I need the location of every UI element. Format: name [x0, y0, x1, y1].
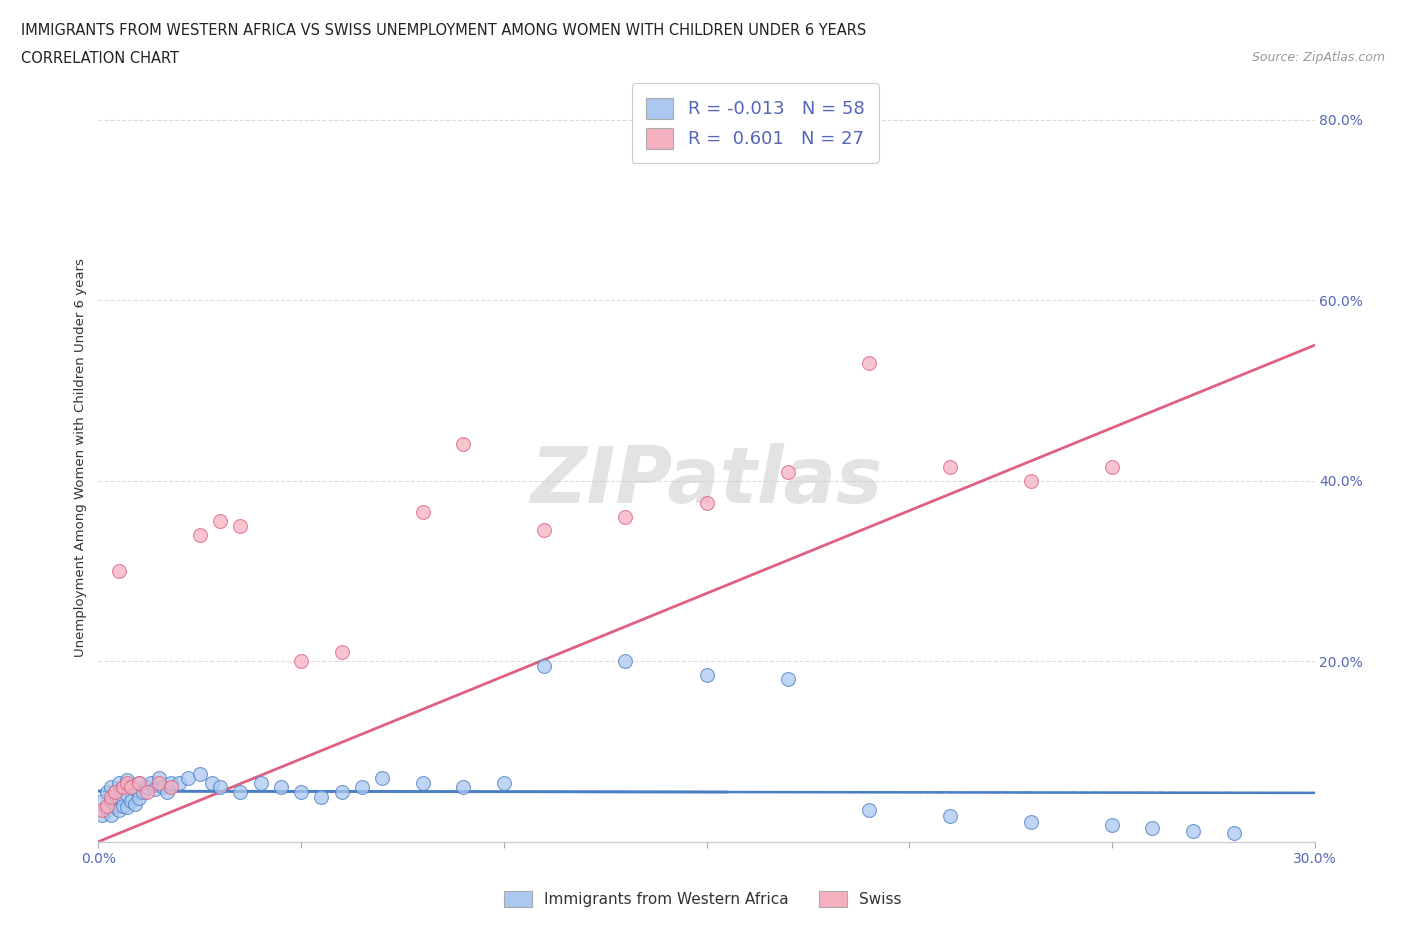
Point	[776, 464, 799, 479]
Point	[939, 459, 962, 474]
Point	[696, 496, 718, 511]
Point	[1101, 818, 1123, 833]
Point	[453, 437, 475, 452]
Point	[614, 654, 637, 669]
Point	[124, 782, 146, 797]
Point	[1101, 459, 1123, 474]
Point	[100, 789, 122, 804]
Point	[229, 518, 252, 533]
Point	[128, 776, 150, 790]
Point	[776, 671, 799, 686]
Point	[209, 513, 232, 528]
Point	[120, 778, 142, 793]
Point	[132, 785, 155, 800]
Point	[696, 667, 718, 682]
Point	[330, 785, 353, 800]
Point	[201, 776, 224, 790]
Point	[124, 796, 146, 811]
Point	[111, 780, 134, 795]
Point	[104, 785, 127, 800]
Point	[209, 780, 232, 795]
Text: Source: ZipAtlas.com: Source: ZipAtlas.com	[1251, 51, 1385, 64]
Point	[96, 798, 118, 813]
Point	[1019, 815, 1042, 830]
Point	[270, 780, 292, 795]
Point	[311, 789, 333, 804]
Point	[156, 785, 179, 800]
Point	[533, 658, 555, 673]
Point	[111, 798, 134, 813]
Text: CORRELATION CHART: CORRELATION CHART	[21, 51, 179, 66]
Point	[188, 527, 211, 542]
Point	[107, 803, 129, 817]
Point	[412, 776, 434, 790]
Legend: R = -0.013   N = 58, R =  0.601   N = 27: R = -0.013 N = 58, R = 0.601 N = 27	[631, 84, 879, 163]
Point	[115, 800, 138, 815]
Point	[128, 790, 150, 805]
Point	[100, 807, 122, 822]
Point	[169, 776, 191, 790]
Point	[107, 776, 129, 790]
Point	[100, 793, 122, 808]
Point	[107, 564, 129, 578]
Point	[120, 780, 142, 795]
Point	[143, 782, 166, 797]
Point	[148, 771, 170, 786]
Point	[111, 780, 134, 795]
Point	[115, 773, 138, 788]
Point	[188, 766, 211, 781]
Point	[100, 780, 122, 795]
Point	[152, 780, 174, 795]
Point	[107, 789, 129, 804]
Point	[96, 785, 118, 800]
Point	[148, 776, 170, 790]
Point	[1222, 825, 1244, 840]
Point	[858, 356, 880, 371]
Point	[1182, 823, 1205, 838]
Point	[1019, 473, 1042, 488]
Point	[939, 809, 962, 824]
Point	[453, 780, 475, 795]
Point	[104, 785, 127, 800]
Point	[139, 776, 162, 790]
Point	[290, 654, 312, 669]
Point	[614, 510, 637, 525]
Point	[96, 803, 118, 817]
Point	[350, 780, 373, 795]
Point	[120, 793, 142, 808]
Point	[104, 798, 127, 813]
Point	[115, 788, 138, 803]
Point	[330, 644, 353, 659]
Point	[249, 776, 271, 790]
Point	[858, 803, 880, 817]
Point	[91, 793, 114, 808]
Legend: Immigrants from Western Africa, Swiss: Immigrants from Western Africa, Swiss	[498, 884, 908, 913]
Point	[176, 771, 198, 786]
Point	[371, 771, 394, 786]
Point	[115, 776, 138, 790]
Point	[136, 780, 159, 795]
Point	[229, 785, 252, 800]
Point	[492, 776, 515, 790]
Point	[160, 780, 183, 795]
Point	[1142, 820, 1164, 835]
Point	[533, 523, 555, 538]
Point	[91, 807, 114, 822]
Point	[91, 803, 114, 817]
Y-axis label: Unemployment Among Women with Children Under 6 years: Unemployment Among Women with Children U…	[75, 259, 87, 658]
Text: IMMIGRANTS FROM WESTERN AFRICA VS SWISS UNEMPLOYMENT AMONG WOMEN WITH CHILDREN U: IMMIGRANTS FROM WESTERN AFRICA VS SWISS …	[21, 23, 866, 38]
Point	[136, 785, 159, 800]
Point	[128, 776, 150, 790]
Point	[160, 776, 183, 790]
Text: ZIPatlas: ZIPatlas	[530, 443, 883, 519]
Point	[412, 505, 434, 520]
Point	[290, 785, 312, 800]
